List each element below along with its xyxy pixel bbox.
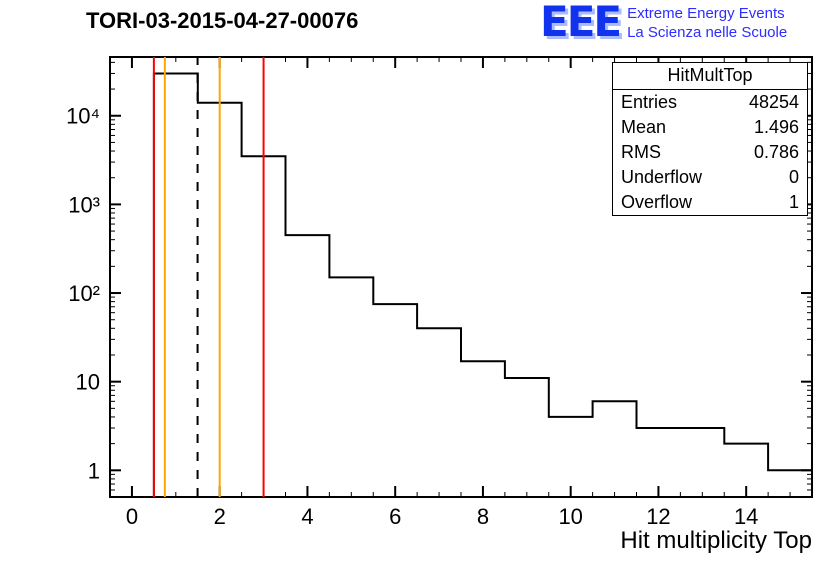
eee-logo: EEE Extreme Energy Events La Scienza nel… [540, 0, 787, 46]
histogram-step-line [110, 72, 813, 498]
x-tick-label: 6 [389, 504, 401, 529]
stat-label: Entries [621, 92, 678, 112]
stat-label: Underflow [621, 167, 703, 187]
stats-row-mean: Mean 1.496 [613, 115, 807, 140]
eee-logo-text: EEE [540, 0, 622, 46]
y-tick-label: 10² [68, 281, 100, 306]
x-axis-label: Hit multiplicity Top [620, 527, 812, 554]
x-tick-label: 14 [734, 504, 758, 529]
y-tick-label: 1 [88, 458, 100, 483]
stats-row-overflow: Overflow 1 [613, 190, 807, 215]
stat-value: 0.786 [753, 142, 799, 162]
stat-value: 1 [788, 192, 799, 212]
x-tick-label: 0 [126, 504, 138, 529]
eee-logo-caption: Extreme Energy Events La Scienza nelle S… [627, 2, 787, 43]
stat-label: RMS [621, 142, 661, 162]
x-tick-label: 2 [214, 504, 226, 529]
x-tick-label: 10 [558, 504, 582, 529]
y-tick-label: 10 [76, 370, 100, 395]
x-tick-label: 4 [301, 504, 313, 529]
stat-value: 0 [788, 167, 799, 187]
stats-row-underflow: Underflow 0 [613, 165, 807, 190]
y-tick-label: 10³ [68, 192, 100, 217]
plot-title: TORI-03-2015-04-27-00076 [86, 8, 359, 33]
x-tick-label: 8 [477, 504, 489, 529]
stats-box: HitMultTop Entries 48254 Mean 1.496 RMS … [612, 62, 808, 216]
x-tick-label: 12 [646, 504, 670, 529]
stats-row-rms: RMS 0.786 [613, 140, 807, 165]
brand-line-2: La Scienza nelle Scuole [627, 23, 788, 41]
stats-title: HitMultTop [613, 63, 807, 90]
stats-row-entries: Entries 48254 [613, 90, 807, 115]
stat-value: 48254 [748, 92, 799, 112]
stat-label: Overflow [621, 192, 693, 212]
brand-line-1: Extreme Energy Events [627, 5, 785, 22]
stat-value: 1.496 [753, 117, 799, 137]
stat-label: Mean [621, 117, 667, 137]
y-tick-label: 10⁴ [66, 104, 100, 129]
